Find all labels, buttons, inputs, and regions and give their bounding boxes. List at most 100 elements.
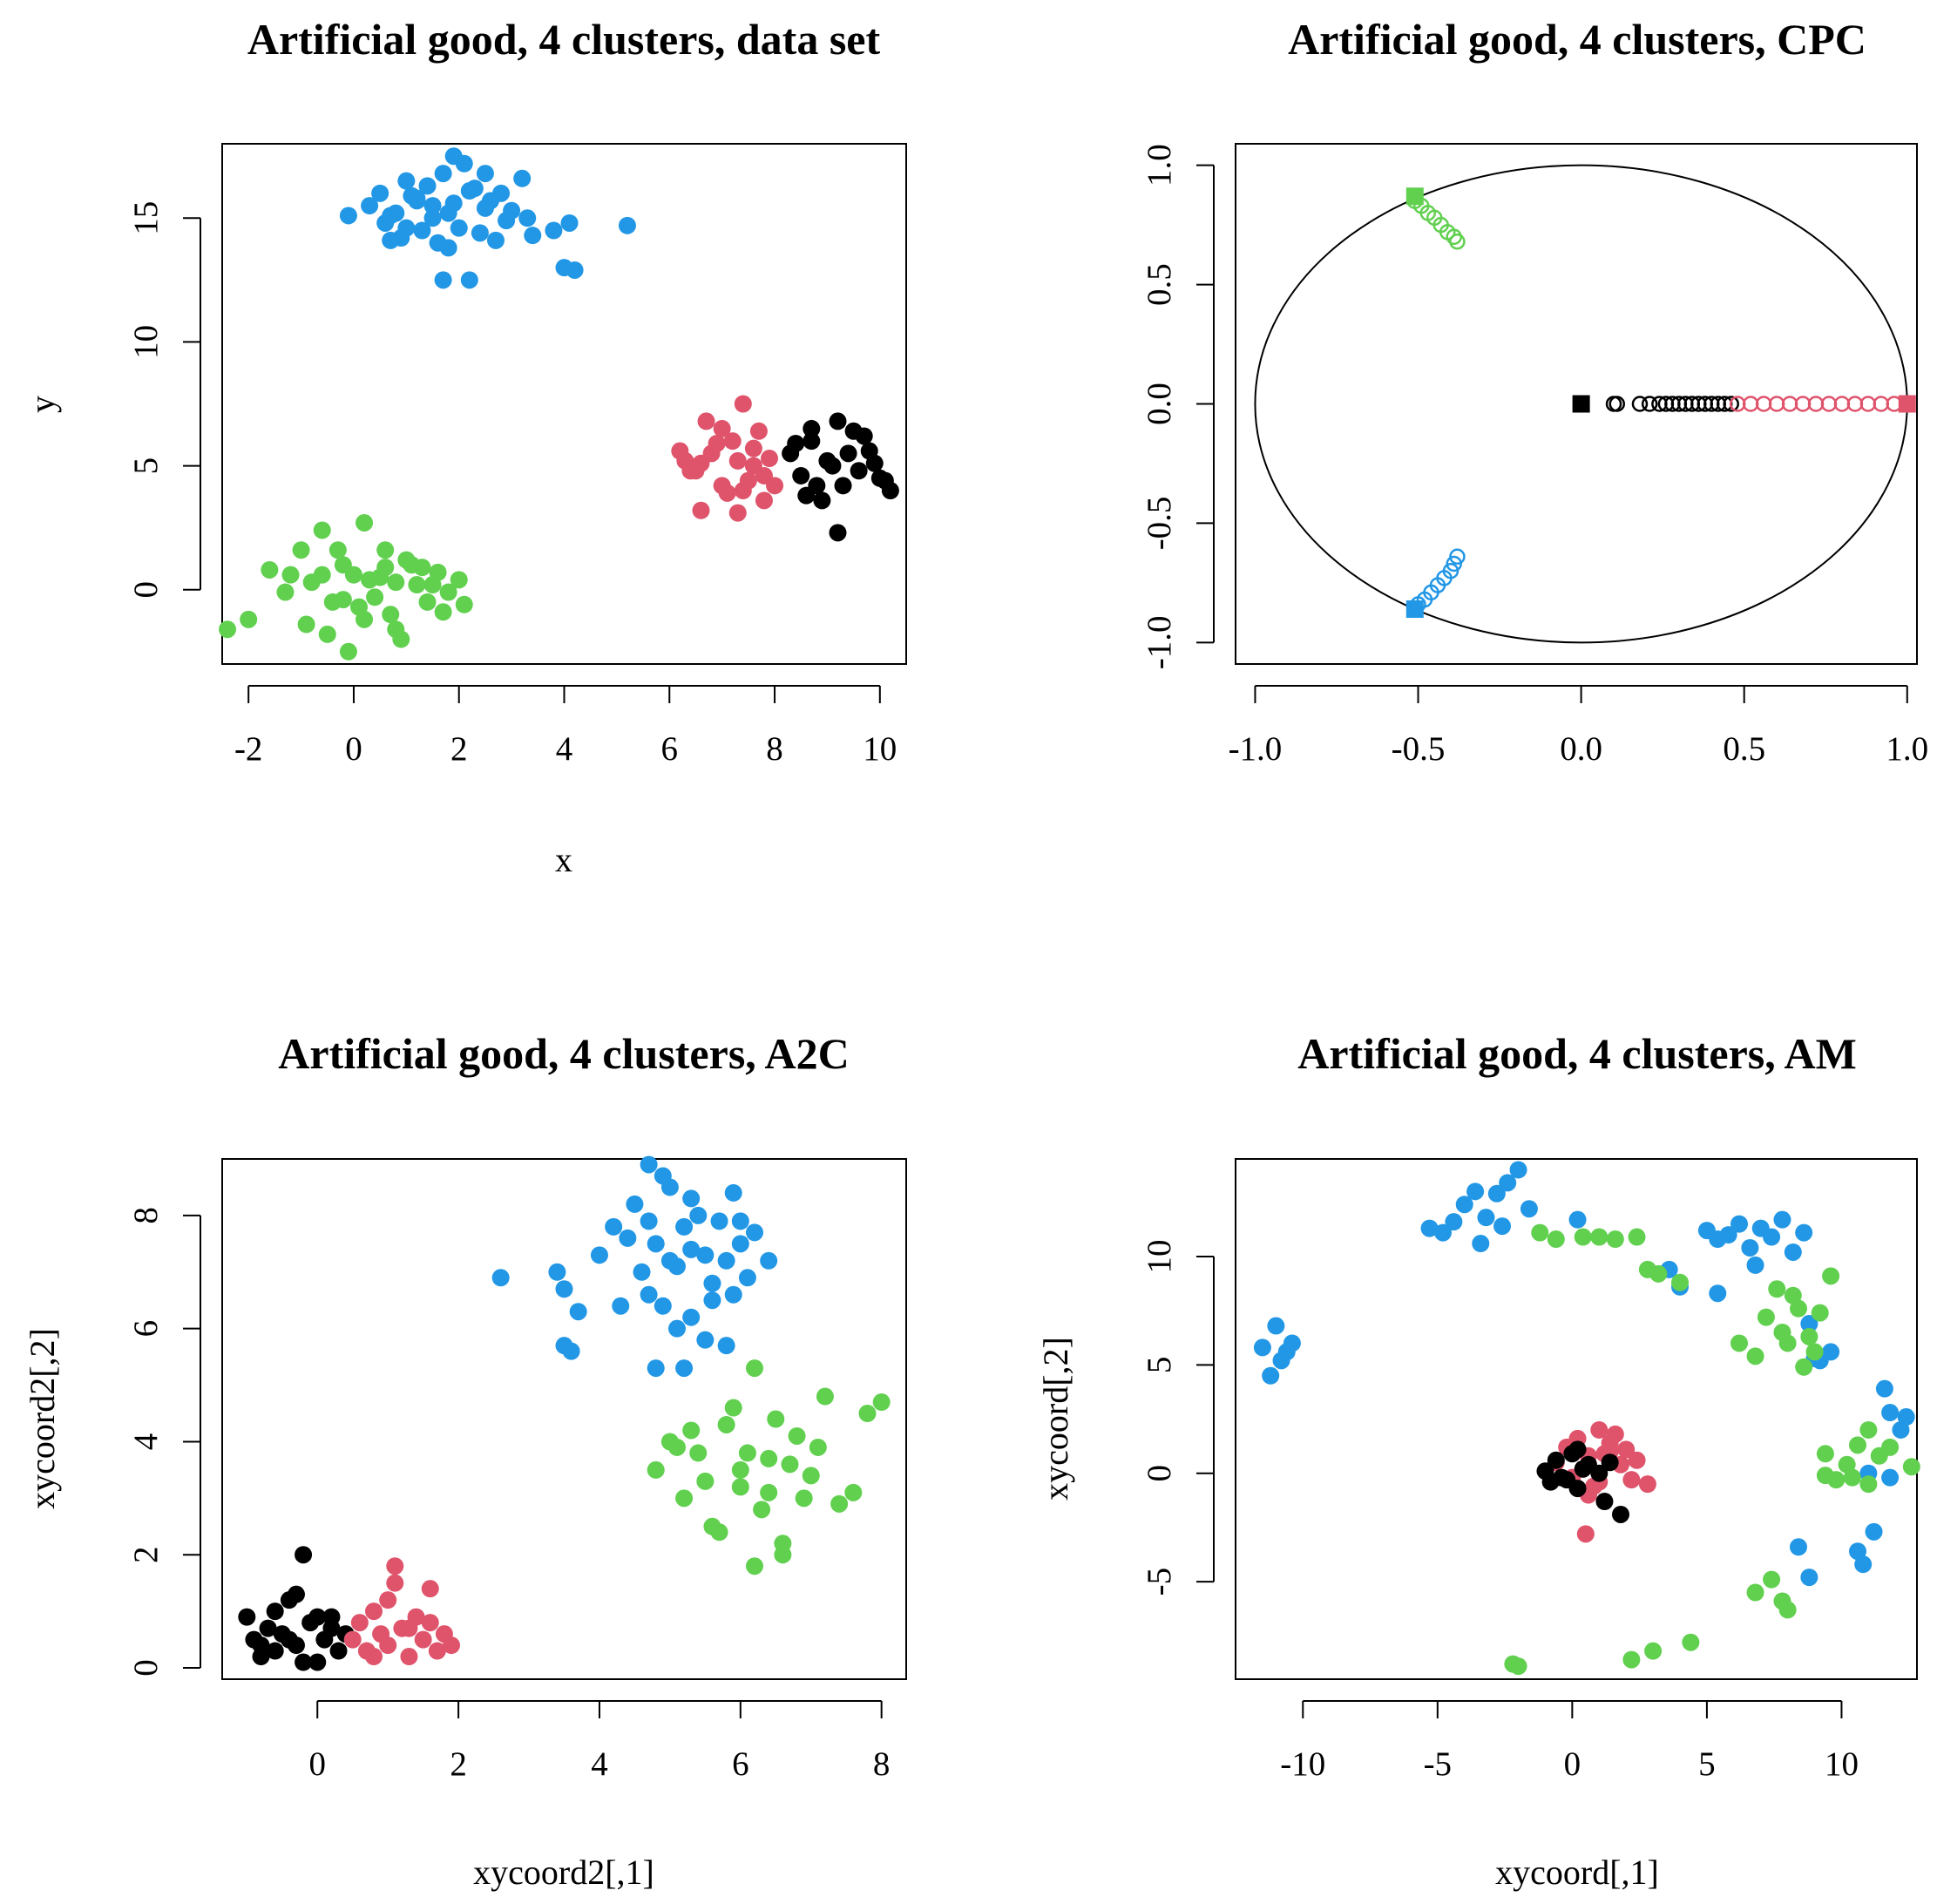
y-tick-label: 2 [127, 1546, 165, 1563]
data-point [640, 1285, 658, 1304]
data-point [813, 491, 831, 510]
data-point [1590, 1420, 1609, 1439]
x-tick-label: 0.5 [1723, 730, 1765, 768]
data-point [1631, 396, 1649, 412]
x-tick-label: 6 [732, 1745, 749, 1783]
data-point [460, 271, 478, 289]
data-point [1849, 1542, 1866, 1561]
plot-frame [1235, 1158, 1918, 1680]
data-point [322, 1619, 341, 1637]
data-point [450, 571, 468, 589]
data-point [513, 169, 532, 187]
data-point [382, 606, 400, 624]
data-point [1778, 1601, 1797, 1619]
y-tick-label: 0.5 [1141, 263, 1178, 306]
data-point [1807, 396, 1825, 412]
data-point [382, 207, 400, 225]
plot-frame [221, 1158, 907, 1680]
data-point [724, 1399, 742, 1417]
data-point [746, 1359, 764, 1378]
data-point [767, 1410, 785, 1428]
y-axis-label: xycoord2[,2] [23, 1328, 62, 1509]
data-point [379, 1636, 397, 1655]
x-tick-label: 0 [345, 730, 362, 768]
data-point [728, 451, 747, 470]
data-point [434, 271, 452, 289]
data-point [548, 1263, 566, 1281]
chart-title: Artificial good, 4 clusters, data set [247, 15, 881, 64]
data-point [1723, 396, 1739, 412]
data-point [1466, 1182, 1485, 1201]
data-point [1763, 1228, 1781, 1246]
data-point [1574, 1228, 1592, 1246]
data-point [1746, 1256, 1764, 1274]
data-point [1773, 1210, 1791, 1229]
x-tick-label: 10 [1825, 1745, 1859, 1783]
data-point [692, 501, 710, 519]
data-point [829, 524, 847, 542]
data-point [439, 239, 457, 257]
data-point [1253, 1338, 1271, 1357]
x-axis-label: xycoord[,1] [1495, 1853, 1659, 1892]
x-tick-label: 4 [591, 1745, 608, 1783]
data-point [1859, 396, 1877, 412]
data-point [371, 568, 389, 586]
y-tick-label: -5 [1141, 1568, 1178, 1596]
data-point [781, 1455, 799, 1474]
data-point [816, 1387, 834, 1406]
data-point [287, 1585, 305, 1603]
data-point [1820, 396, 1838, 412]
data-point [717, 1415, 735, 1433]
data-point [238, 1608, 256, 1626]
x-tick-label: 2 [450, 1745, 467, 1783]
data-point [1719, 1226, 1737, 1244]
y-tick-label: 0 [127, 581, 165, 599]
y-tick-label: 8 [127, 1207, 165, 1224]
data-point [1746, 1347, 1764, 1365]
data-point [808, 477, 826, 495]
data-point [361, 197, 379, 215]
data-point [569, 1303, 587, 1321]
data-point [675, 1489, 694, 1508]
plot-frame [1235, 143, 1918, 665]
x-tick-label: 5 [1698, 1745, 1716, 1783]
data-point [1547, 1230, 1565, 1249]
data-point [392, 630, 410, 648]
data-point [240, 610, 258, 628]
data-point [1859, 1420, 1878, 1439]
data-point [1446, 555, 1462, 573]
data-point [844, 1483, 863, 1501]
data-point [1442, 562, 1460, 579]
data-point [858, 1405, 877, 1423]
data-point [774, 1546, 792, 1564]
y-axis-label: y [23, 396, 62, 413]
data-point [386, 1557, 404, 1575]
data-point [1794, 396, 1812, 412]
data-point [295, 1546, 313, 1564]
data-point [1638, 1475, 1656, 1494]
data-point [1843, 1468, 1861, 1487]
data-point [696, 1472, 715, 1490]
data-point [545, 221, 563, 240]
data-point [1773, 1324, 1791, 1341]
data-point [487, 231, 505, 249]
data-point [1590, 1464, 1609, 1482]
data-point [1628, 1451, 1646, 1469]
data-point [339, 207, 357, 225]
data-point [834, 477, 852, 495]
data-point [718, 484, 736, 502]
data-point [560, 213, 579, 232]
data-point [1805, 1343, 1824, 1361]
data-point [318, 625, 336, 643]
data-point [692, 454, 710, 472]
data-point [1509, 1161, 1527, 1179]
data-point [590, 1246, 608, 1264]
y-tick-label: 0 [1141, 1465, 1178, 1482]
data-point [761, 450, 778, 468]
x-tick-label: 4 [556, 730, 573, 768]
data-point [491, 1269, 510, 1287]
x-axis-label: xycoord2[,1] [473, 1853, 654, 1892]
data-point [266, 1602, 284, 1621]
centroid-marker [1572, 395, 1590, 413]
x-tick-label: 1.0 [1886, 730, 1928, 768]
